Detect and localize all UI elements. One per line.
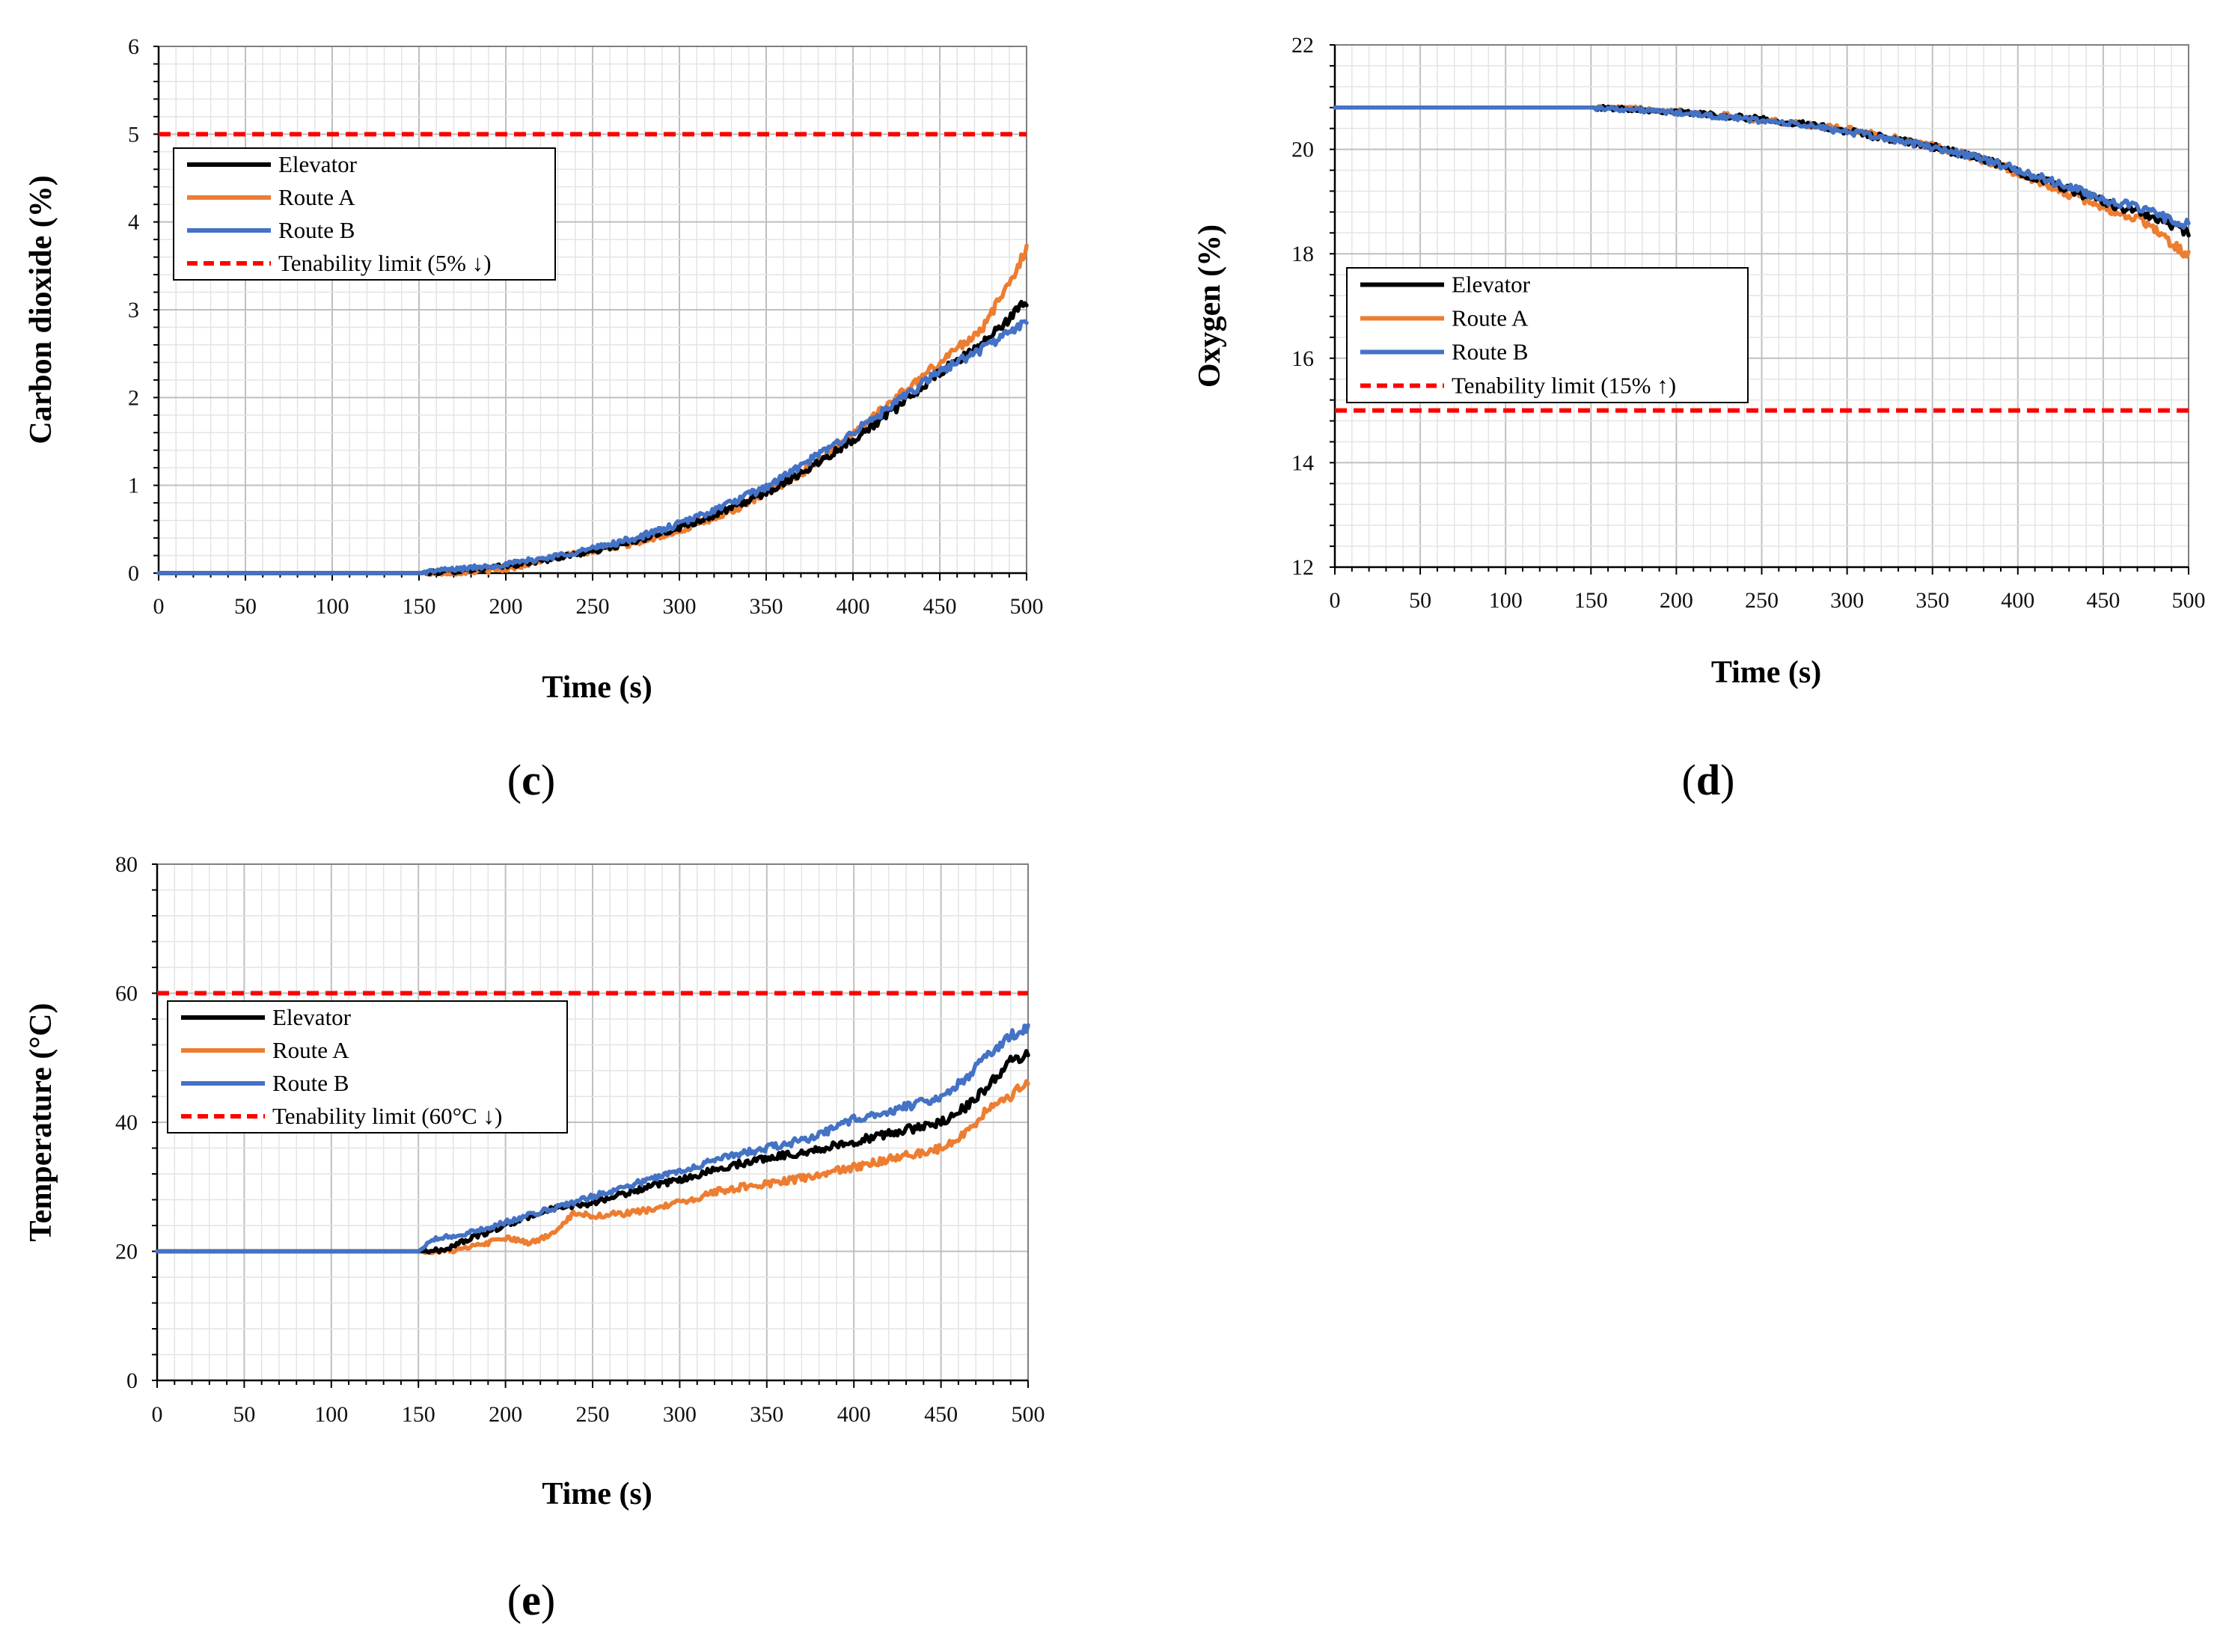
x-tick-label: 250 (1745, 588, 1779, 613)
x-tick-label: 50 (234, 594, 257, 619)
legend-label: Route A (278, 184, 355, 210)
x-tick-label: 150 (402, 1402, 435, 1427)
legend-label: Route A (1452, 305, 1529, 331)
x-tick-label: 350 (750, 594, 783, 619)
x-tick-label: 400 (837, 594, 870, 619)
y-tick-label: 40 (115, 1110, 138, 1135)
series-line-route-b (156, 319, 1029, 576)
y-axis-title: Carbon dioxide (%) (24, 175, 58, 444)
legend-label: Tenability limit (15% ↑) (1452, 373, 1676, 399)
x-axis-title: Time (s) (542, 670, 652, 705)
x-tick-label: 250 (576, 594, 610, 619)
legend-label: Route B (1452, 339, 1528, 365)
x-tick-label: 300 (663, 594, 697, 619)
legend: Elevator Route A Route B Tenability limit (… (1346, 267, 1749, 403)
y-tick-label: 1 (128, 474, 139, 498)
x-tick-label: 50 (233, 1402, 255, 1427)
legend-box (167, 1000, 568, 1134)
panel-label-d: (d) (1682, 756, 1735, 804)
legend-label: Elevator (278, 151, 358, 177)
x-tick-label: 300 (1830, 588, 1864, 613)
x-tick-label: 150 (1574, 588, 1608, 613)
y-tick-label: 0 (126, 1368, 138, 1393)
x-tick-label: 50 (1409, 588, 1431, 613)
x-tick-label: 500 (1010, 594, 1044, 619)
x-tick-label: 100 (316, 594, 349, 619)
y-tick-label: 14 (1291, 450, 1314, 475)
y-tick-label: 16 (1291, 346, 1314, 371)
x-tick-label: 200 (489, 594, 523, 619)
legend-label: Tenability limit (60°C ↓) (272, 1103, 502, 1129)
x-tick-label: 100 (314, 1402, 348, 1427)
y-tick-label: 12 (1291, 555, 1314, 580)
panel-label-e: (e) (507, 1576, 555, 1624)
chart-panel-d: 0 50 100 150 200 250 300 350 400 450 500 12 14 16 18 20… (1193, 33, 2206, 804)
y-tick-label: 2 (128, 385, 139, 410)
y-tick-label: 5 (128, 122, 139, 147)
panel-label-c: (c) (507, 756, 555, 804)
x-tick-label: 200 (1660, 588, 1693, 613)
chart-panel-e: 0 50 100 150 200 250 300 350 400 450 500 0 20 40 60 80 T… (24, 852, 1045, 1624)
legend-label: Route B (272, 1070, 349, 1096)
x-tick-label: 0 (152, 1402, 163, 1427)
x-tick-label: 450 (2086, 588, 2120, 613)
x-tick-label: 200 (489, 1402, 522, 1427)
x-axis-title: Time (s) (542, 1477, 652, 1511)
legend: Elevator Route A Route B Tenability limit (… (173, 147, 556, 281)
legend-label: Elevator (1452, 272, 1531, 298)
y-tick-label: 20 (1291, 138, 1314, 162)
y-axis-title: Temperature (°C) (24, 1003, 58, 1242)
legend-label: Route B (278, 217, 355, 243)
x-tick-label: 500 (1012, 1402, 1045, 1427)
x-tick-label: 250 (576, 1402, 610, 1427)
x-tick-label: 300 (663, 1402, 697, 1427)
x-tick-label: 0 (1330, 588, 1341, 613)
y-tick-label: 18 (1291, 242, 1314, 266)
y-tick-label: 20 (115, 1240, 138, 1264)
series-line-route-b (155, 1023, 1030, 1254)
x-tick-label: 150 (403, 594, 436, 619)
x-tick-label: 0 (153, 594, 165, 619)
y-tick-label: 6 (128, 34, 139, 59)
y-tick-label: 4 (128, 210, 139, 235)
x-tick-label: 450 (923, 594, 957, 619)
series-line-route-b (1333, 104, 2191, 230)
legend-label: Tenability limit (5% ↓) (278, 250, 492, 276)
x-axis-title: Time (s) (1711, 655, 1821, 690)
x-tick-label: 400 (2001, 588, 2034, 613)
legend-label: Route A (272, 1037, 349, 1063)
x-tick-label: 350 (1915, 588, 1949, 613)
gridlines (1334, 44, 2189, 568)
legend-box (1346, 267, 1749, 403)
y-axis-title: Oxygen (%) (1193, 224, 1227, 388)
y-tick-label: 22 (1291, 33, 1314, 58)
y-tick-label: 0 (128, 561, 139, 586)
y-tick-label: 80 (115, 852, 138, 877)
x-tick-label: 100 (1489, 588, 1523, 613)
gridlines (158, 46, 1027, 574)
legend: Elevator Route A Route B Tenability limit (… (167, 1000, 568, 1134)
legend-label: Elevator (272, 1004, 352, 1030)
y-tick-label: 3 (128, 298, 139, 322)
x-tick-label: 350 (750, 1402, 783, 1427)
chart-panel-c: 0 50 100 150 200 250 300 350 400 450 500 0 1 2 3 4 5 6 Tim… (24, 34, 1044, 804)
legend-box (173, 147, 556, 281)
x-tick-label: 450 (924, 1402, 958, 1427)
x-tick-label: 400 (837, 1402, 871, 1427)
y-tick-label: 60 (115, 982, 138, 1006)
x-tick-label: 500 (2172, 588, 2206, 613)
